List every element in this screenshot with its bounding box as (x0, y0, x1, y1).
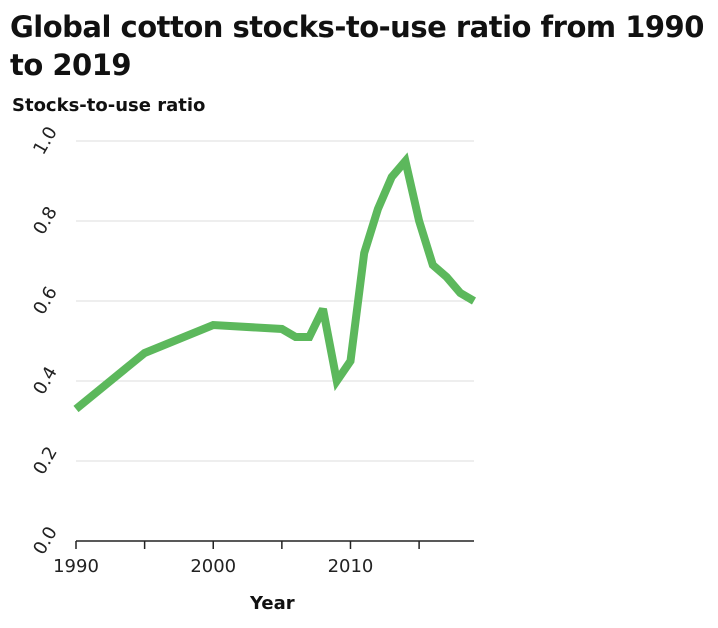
x-tick-label: 2010 (328, 556, 374, 577)
data-point (377, 209, 378, 210)
data-point (350, 361, 351, 362)
chart-title: Global cotton stocks-to-use ratio from 1… (10, 10, 704, 82)
series-group (73, 152, 477, 413)
y-tick-label: 0.4 (29, 363, 62, 398)
data-point (144, 353, 145, 354)
data-point (295, 337, 296, 338)
grid-lines (76, 140, 474, 462)
data-point (419, 221, 420, 222)
y-tick-label: 0.6 (29, 283, 62, 318)
data-point (460, 293, 461, 294)
y-tick-label: 0.0 (29, 523, 62, 558)
data-point (309, 337, 310, 338)
data-point (432, 265, 433, 266)
x-axis-label: Year (250, 593, 295, 614)
y-tick-label: 0.2 (29, 443, 62, 478)
data-point (213, 325, 214, 326)
data-point (405, 161, 406, 162)
data-point (281, 329, 282, 330)
y-tick-label: 1.0 (29, 123, 62, 158)
y-axis-label: Stocks-to-use ratio (12, 95, 206, 116)
y-axis-ticks: 0.0 0.2 0.4 0.6 0.8 1.0 (29, 123, 62, 558)
x-axis: 1990 2000 2010 (53, 540, 474, 577)
data-point (446, 277, 447, 278)
y-tick-label: 0.8 (29, 203, 62, 238)
x-tick-label: 2000 (190, 556, 236, 577)
data-point (76, 409, 77, 410)
data-point (323, 309, 324, 310)
series-line (73, 152, 477, 413)
x-tick-label: 1990 (53, 556, 99, 577)
data-point (391, 177, 392, 178)
data-point (336, 381, 337, 382)
data-point (474, 301, 475, 302)
data-point (364, 253, 365, 254)
